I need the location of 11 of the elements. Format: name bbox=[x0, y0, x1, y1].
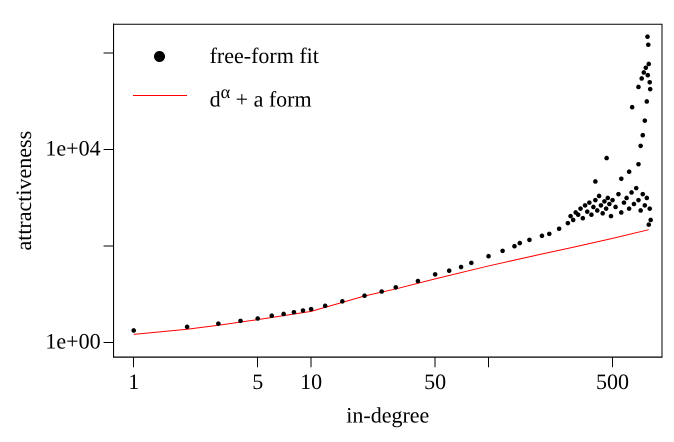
legend-label: free-form fit bbox=[210, 42, 319, 70]
y-tick-label: 1e+00 bbox=[45, 328, 101, 354]
y-tick-label: 1e+04 bbox=[45, 136, 101, 161]
x-axis-title: in-degree bbox=[346, 402, 430, 428]
y-axis-title: attractiveness bbox=[10, 130, 36, 251]
x-tick-label: 5 bbox=[252, 369, 264, 394]
x-tick-label: 10 bbox=[300, 369, 322, 394]
x-tick-label: 1 bbox=[128, 369, 140, 394]
x-tick-label: 50 bbox=[424, 369, 446, 394]
x-tick-label: 500 bbox=[596, 369, 630, 394]
legend-label: d$^{α}$ + a form bbox=[210, 81, 312, 114]
